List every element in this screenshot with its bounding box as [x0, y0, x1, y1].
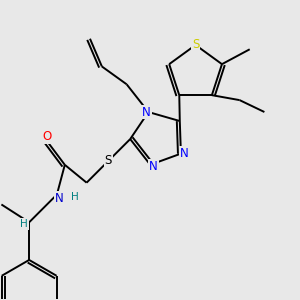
Text: N: N — [179, 147, 188, 160]
Text: S: S — [105, 154, 112, 167]
Text: N: N — [142, 106, 151, 118]
Text: S: S — [192, 38, 199, 52]
Text: H: H — [20, 219, 28, 229]
Text: O: O — [42, 130, 52, 142]
Text: H: H — [71, 191, 79, 202]
Text: N: N — [55, 192, 63, 205]
Text: N: N — [149, 160, 158, 173]
